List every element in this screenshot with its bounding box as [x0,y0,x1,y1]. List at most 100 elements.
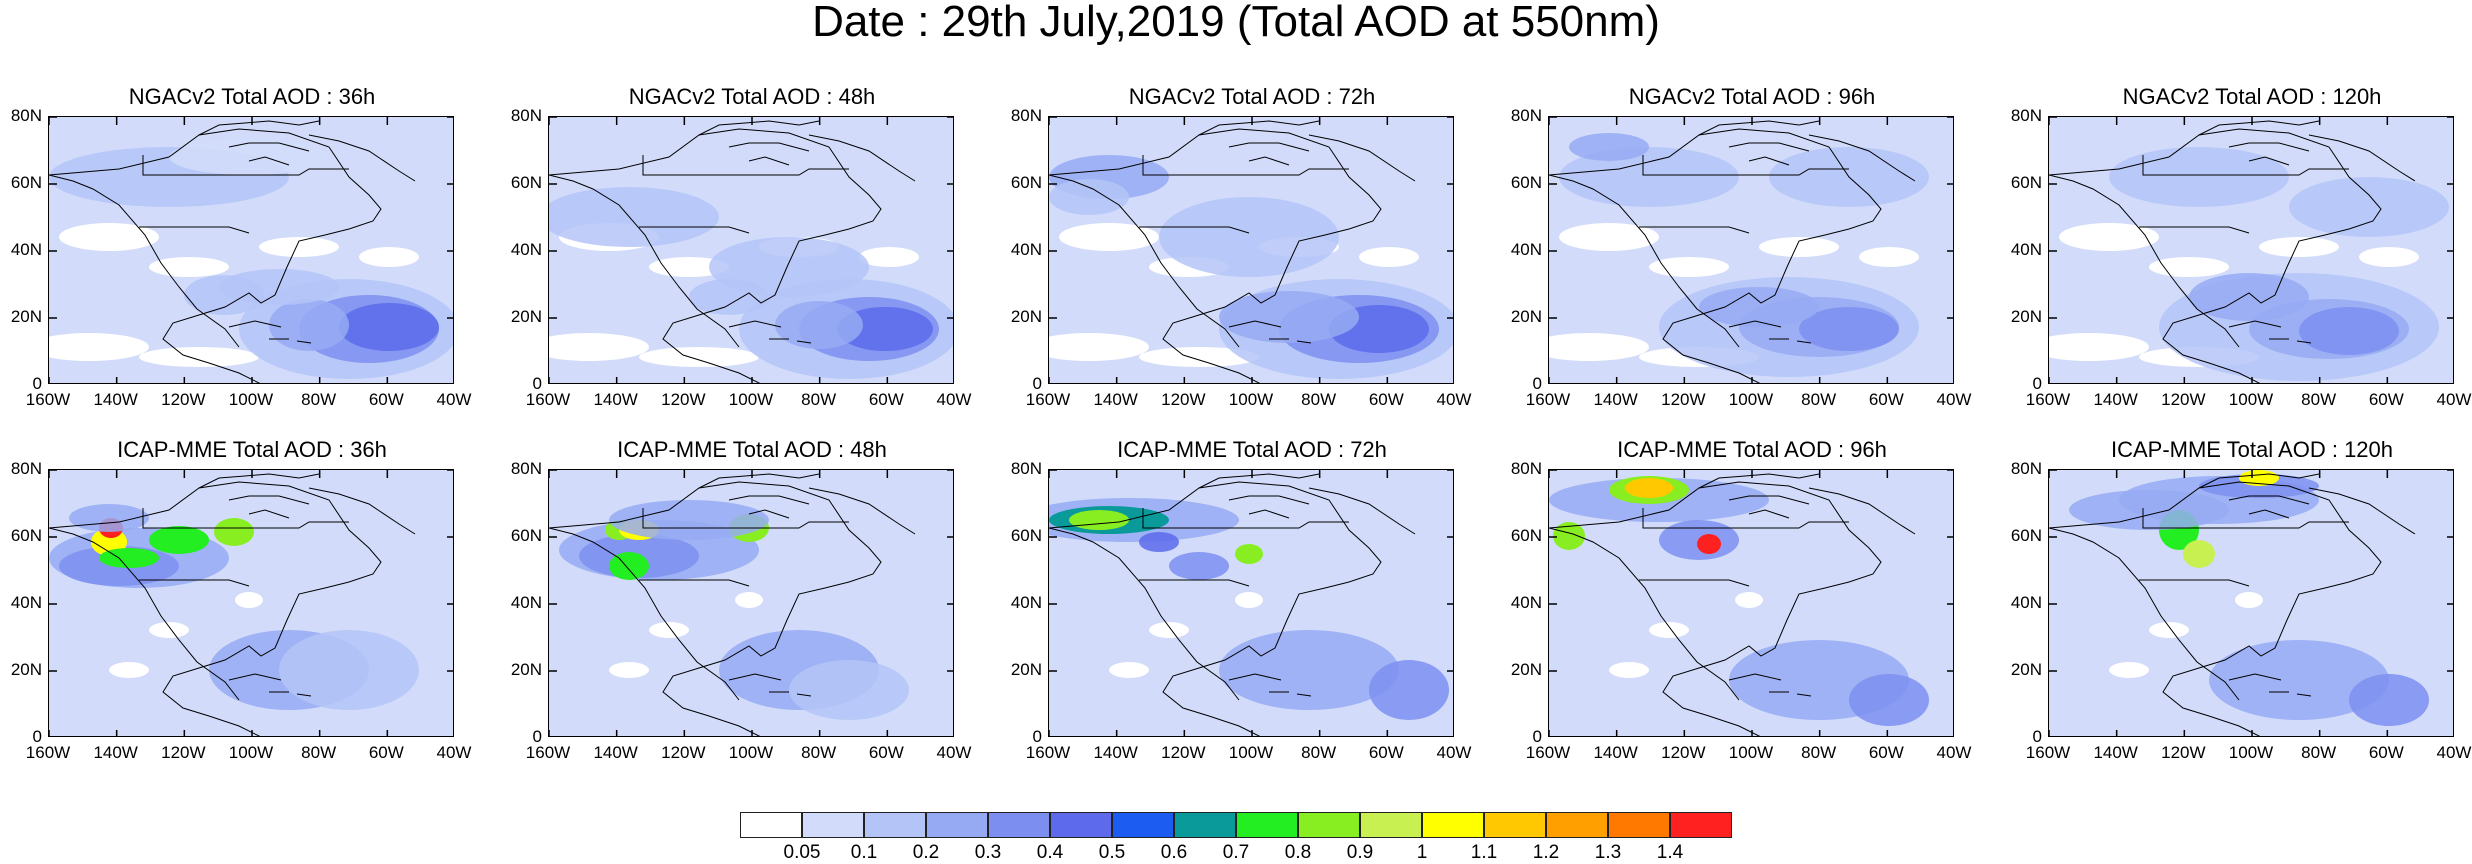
coastline [1642,508,1849,529]
colorbar-swatch [1546,812,1608,838]
lon-tick-label: 100W [728,743,774,762]
lat-tick-label: 0 [532,374,542,393]
lat-tick-label: 0 [32,374,42,393]
aod-plume [1849,674,1929,726]
lon-tick-label: 140W [93,390,138,409]
coastline [1728,673,1812,697]
coastline [1549,481,1882,736]
lat-tick-label: 80N [2010,106,2042,125]
coastline [1642,155,1849,176]
lat-tick-label: 60N [1010,173,1042,192]
coastline [728,320,812,344]
aod-plume [2109,147,2289,207]
lat-tick-label: 20N [2010,307,2042,326]
lon-tick-label: 100W [2228,390,2274,409]
coastline [1549,174,1740,348]
lon-tick-label: 100W [1728,390,1774,409]
coastline [1139,579,1250,587]
aod-map [2048,469,2454,737]
lat-tick-label: 60N [1010,526,1042,545]
aod-field-svg [2049,117,2453,383]
lat-tick-label: 60N [1510,526,1542,545]
lon-tick-label: 60W [1868,743,1904,762]
colorbar-label: 0.2 [912,842,940,863]
coastline [2198,120,2416,182]
lon-tick-label: 60W [868,743,904,762]
lon-tick-label: 160W [1025,390,1071,409]
aod-plume [1699,287,1819,327]
colorbar-label: 1.3 [1594,842,1622,863]
colorbar-label: 0.8 [1284,842,1312,863]
coastline [549,174,740,348]
lat-tick-label: 80N [510,106,542,125]
colorbar-label: 0.05 [783,842,821,863]
aod-plume [2069,490,2229,530]
lon-tick-label: 160W [525,390,571,409]
coastline [1728,320,1812,344]
aod-map [1548,116,1954,384]
aod-plume [1139,532,1179,552]
coastline [1049,527,1240,701]
coastline [642,508,849,529]
panel-title: ICAP-MME Total AOD : 36h [117,437,387,462]
coastline [1549,128,1882,383]
lon-tick-label: 140W [1093,743,1138,762]
aod-field-svg [1549,117,1953,383]
lat-tick-label: 80N [10,459,42,478]
lat-tick-label: 0 [532,727,542,746]
coastline [642,155,849,176]
coastline [1142,155,1349,176]
lat-tick-label: 20N [510,660,542,679]
aod-plume [1553,522,1585,550]
colorbar-label: 0.6 [1160,842,1188,863]
colorbar-swatch [1298,812,1360,838]
lat-tick-label: 40N [1510,240,1542,259]
map-panel: NGACv2 Total AOD : 120h 80N 60N 40N 20N 0 160W… [2011,84,2472,409]
coastline [1049,128,1382,383]
aod-field-svg [49,117,453,383]
lat-tick-label: 40N [2010,240,2042,259]
coastline [639,579,750,587]
aod-map [1048,469,1454,737]
lon-tick-label: 140W [2093,743,2138,762]
aod-plume [609,552,649,580]
lon-tick-label: 120W [161,390,206,409]
aod-plume [1235,544,1263,564]
lon-tick-label: 80W [1301,743,1337,762]
lon-tick-label: 80W [2301,390,2337,409]
aod-plume [1219,630,1399,710]
coastline [1139,226,1250,234]
aod-map [48,116,454,384]
lon-tick-label: 120W [1661,743,1706,762]
aod-plume [1697,534,1721,554]
lat-tick-label: 60N [10,526,42,545]
aod-plume [1625,478,1673,498]
coastline [2049,527,2240,701]
colorbar-swatch [1608,812,1670,838]
coastline [1228,320,1312,344]
colorbar-swatch [802,812,864,838]
panel-title: ICAP-MME Total AOD : 96h [1617,437,1887,462]
lon-tick-label: 140W [2093,390,2138,409]
aod-plume [2189,273,2309,321]
panel-title: NGACv2 Total AOD : 72h [1128,84,1376,109]
lat-tick-label: 0 [2032,727,2042,746]
colorbar-swatch [1174,812,1236,838]
aod-plume [219,269,339,305]
panel-title: NGACv2 Total AOD : 48h [628,84,876,109]
lat-tick-label: 0 [1032,374,1042,393]
panel-title: ICAP-MME Total AOD : 48h [617,437,887,462]
aod-map [48,469,454,737]
coastline [728,673,812,697]
lat-tick-label: 80N [10,106,42,125]
lon-tick-label: 100W [1228,743,1274,762]
lon-tick-label: 80W [2301,743,2337,762]
aod-plume [269,299,349,351]
coastline [698,120,916,182]
lat-tick-label: 80N [2010,459,2042,478]
coastline [1198,120,1416,182]
lon-tick-label: 40W [1436,390,1472,409]
panel-title: NGACv2 Total AOD : 36h [128,84,376,109]
aod-plume [169,139,329,175]
lon-tick-label: 140W [593,390,638,409]
